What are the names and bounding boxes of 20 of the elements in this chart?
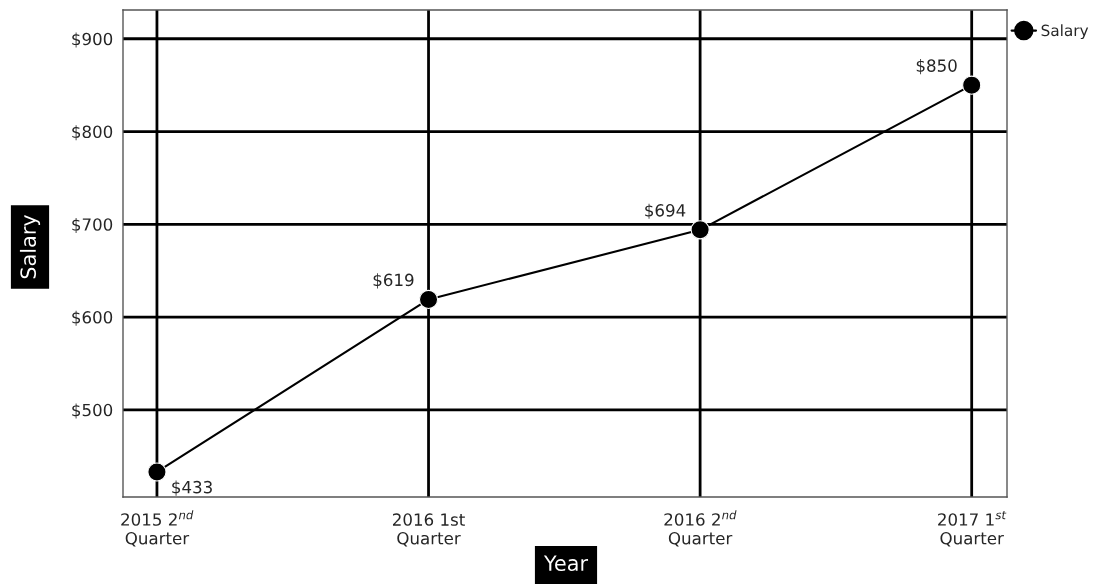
point <box>690 220 710 240</box>
y-tick-label: $500 <box>72 403 113 419</box>
y-tick-label: $900 <box>72 32 113 48</box>
data-label: $694 <box>645 203 686 219</box>
x-tick-label: 2017 1$^{st}$ Quarter <box>938 510 1007 547</box>
point <box>418 289 439 309</box>
data-label: $850 <box>916 59 957 75</box>
y-axis-title: Salary <box>19 214 41 279</box>
legend-label: Salary <box>1041 24 1089 40</box>
point <box>962 75 982 95</box>
y-tick-label: $800 <box>72 125 113 141</box>
x-tick-label: 2015 2$^{nd}$ Quarter <box>121 510 194 547</box>
y-tick-label: $700 <box>72 217 113 234</box>
x-tick-label: 2016 1st Quarter <box>392 513 465 547</box>
x-tick-label: 2016 2$^{nd}$ Quarter <box>664 510 737 547</box>
data-label: $433 <box>172 480 212 496</box>
data-label: $619 <box>373 273 414 289</box>
point <box>147 462 167 482</box>
y-tick-label: $600 <box>72 310 113 326</box>
x-axis-title: Year <box>543 555 589 572</box>
